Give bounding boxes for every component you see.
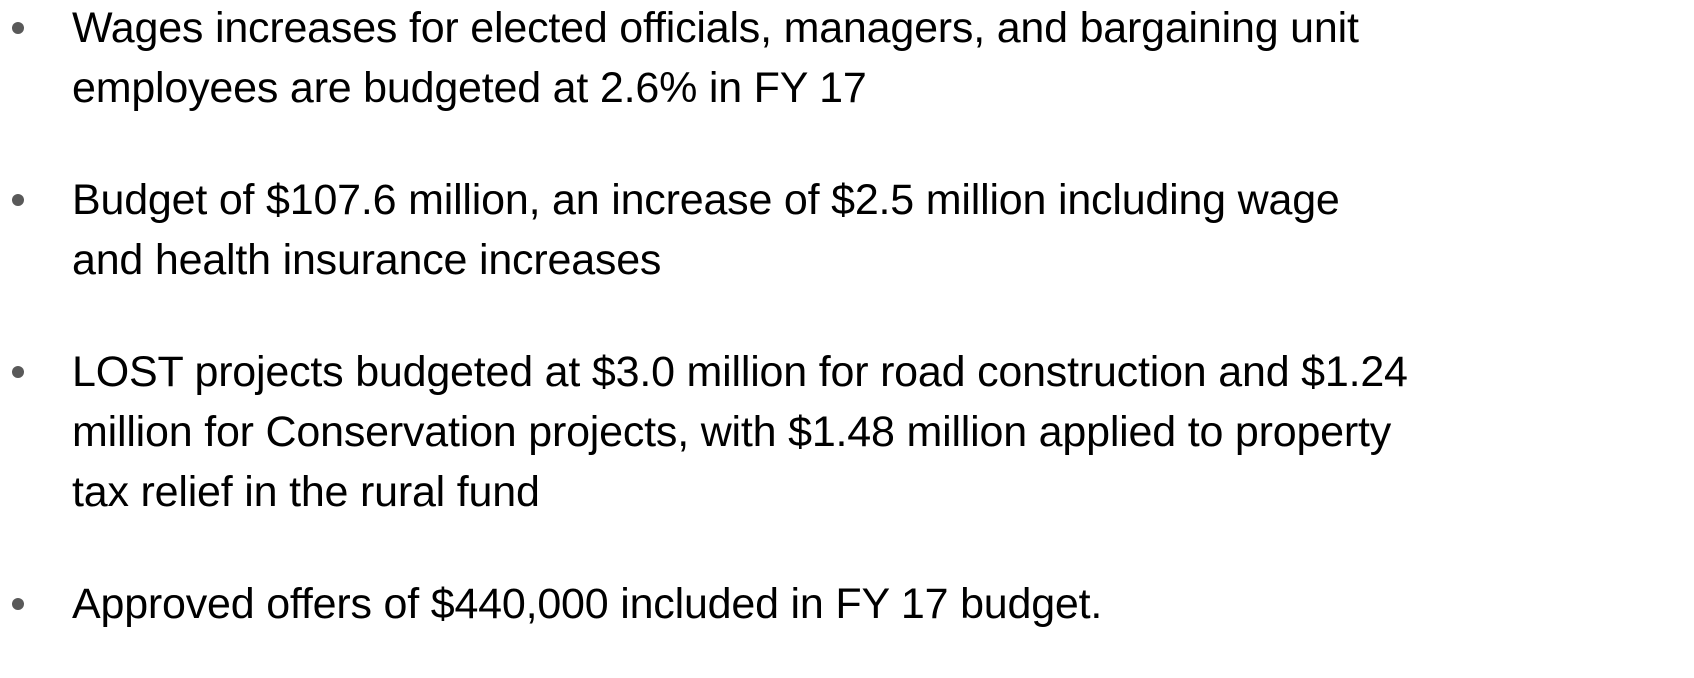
bullet-text: and health insurance increases: [72, 236, 662, 284]
bullet-item: Wages increases for elected officials, m…: [0, 0, 1408, 118]
bullet-item: Approved offers of $440,000 included in …: [0, 574, 1408, 634]
bullet-text: LOST projects budgeted at $3.0 million f…: [72, 348, 1408, 396]
bullet-item: Budget of $107.6 million, an increase of…: [0, 170, 1408, 290]
bullet-text: Approved offers of $440,000 included in …: [72, 580, 1103, 628]
bullet-text: Wages increases for elected officials, m…: [72, 4, 1359, 52]
bullet-text: Budget of $107.6 million, an increase of…: [72, 176, 1340, 224]
bullet-text: million for Conservation projects, with …: [72, 408, 1392, 456]
bullet-dot: [12, 194, 24, 206]
bullet-dot: [12, 366, 24, 378]
bullet-text: employees are budgeted at 2.6% in FY 17: [72, 64, 867, 112]
bullet-list: Wages increases for elected officials, m…: [0, 0, 1408, 634]
bullet-item: LOST projects budgeted at $3.0 million f…: [0, 342, 1408, 522]
bullet-dot: [12, 598, 24, 610]
bullet-dot: [12, 22, 24, 34]
bullet-text: tax relief in the rural fund: [72, 468, 540, 516]
